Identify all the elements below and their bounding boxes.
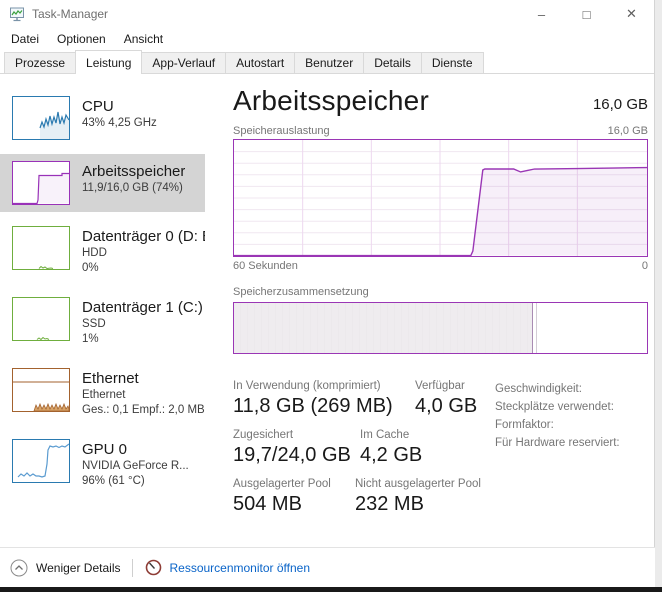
sidebar-item-gpu[interactable]: GPU 0 NVIDIA GeForce R... 96% (61 °C) xyxy=(0,432,205,496)
composition-divider xyxy=(536,303,538,353)
tab-bar: Prozesse Leistung App-Verlauf Autostart … xyxy=(0,50,654,74)
menu-bar: Datei Optionen Ansicht xyxy=(0,28,654,50)
stat-label-available: Verfügbar xyxy=(415,380,465,392)
memory-stats: In Verwendung (komprimiert) 11,8 GB (269… xyxy=(233,380,648,516)
stat-label-nonpaged-pool: Nicht ausgelagerter Pool xyxy=(355,478,481,490)
memory-mini-chart xyxy=(12,161,70,205)
sidebar-item-detail: NVIDIA GeForce R... xyxy=(82,460,189,472)
footer-bar: Weniger Details Ressourcenmonitor öffnen xyxy=(0,547,655,587)
performance-sidebar: CPU 43% 4,25 GHz Arbeitsspeicher 11,9/16… xyxy=(0,89,212,503)
stat-label-cached: Im Cache xyxy=(360,429,410,441)
tab-leistung[interactable]: Leistung xyxy=(75,50,143,74)
stat-label-in-use: In Verwendung (komprimiert) xyxy=(233,380,381,392)
hardware-info-labels: Geschwindigkeit: Steckplätze verwendet: … xyxy=(495,380,648,452)
info-slots-used: Steckplätze verwendet: xyxy=(495,401,614,413)
app-icon xyxy=(10,7,24,21)
info-form-factor: Formfaktor: xyxy=(495,419,554,431)
sidebar-item-label: Datenträger 1 (C:) xyxy=(82,299,203,316)
ethernet-mini-chart xyxy=(12,368,70,412)
composition-used-segment xyxy=(234,303,534,353)
stat-value-available: 4,0 GB xyxy=(415,395,478,417)
disk0-mini-chart xyxy=(12,226,70,270)
sidebar-item-detail: 0% xyxy=(82,262,99,274)
sidebar-item-disk0[interactable]: Datenträger 0 (D: E HDD 0% xyxy=(0,219,205,283)
stat-label-committed: Zugesichert xyxy=(233,429,294,441)
x-axis-left-label: 60 Sekunden xyxy=(233,260,298,272)
info-hw-reserved: Für Hardware reserviert: xyxy=(495,437,620,449)
sidebar-item-detail: Ethernet xyxy=(82,389,126,401)
title-bar: Task-Manager – □ ✕ xyxy=(0,0,654,28)
usage-chart-label: Speicherauslastung xyxy=(233,125,330,137)
sidebar-item-label: Datenträger 0 (D: E xyxy=(82,228,205,245)
composition-label: Speicherzusammensetzung xyxy=(233,286,369,298)
sidebar-item-ethernet[interactable]: Ethernet Ethernet Ges.: 0,1 Empf.: 2,0 M… xyxy=(0,361,205,425)
open-resource-monitor-link[interactable]: Ressourcenmonitor öffnen xyxy=(145,559,310,576)
menu-optionen[interactable]: Optionen xyxy=(57,32,106,46)
cpu-mini-chart xyxy=(12,96,70,140)
sidebar-item-detail: 96% (61 °C) xyxy=(82,475,145,487)
sidebar-item-detail: Ges.: 0,1 Empf.: 2,0 MBi xyxy=(82,404,205,416)
stat-value-committed: 19,7/24,0 GB xyxy=(233,444,351,466)
sidebar-item-label: GPU 0 xyxy=(82,441,128,458)
close-button[interactable]: ✕ xyxy=(626,6,637,21)
resource-monitor-icon xyxy=(146,559,162,576)
usage-chart-max: 16,0 GB xyxy=(607,125,648,137)
info-speed: Geschwindigkeit: xyxy=(495,383,582,395)
disk1-mini-chart xyxy=(12,297,70,341)
menu-ansicht[interactable]: Ansicht xyxy=(123,32,164,46)
sidebar-item-disk1[interactable]: Datenträger 1 (C:) SSD 1% xyxy=(0,290,205,354)
stat-value-paged-pool: 504 MB xyxy=(233,493,302,515)
tab-benutzer[interactable]: Benutzer xyxy=(294,52,365,73)
x-axis-right-label: 0 xyxy=(641,260,648,272)
stat-value-nonpaged-pool: 232 MB xyxy=(355,493,424,515)
sidebar-item-memory[interactable]: Arbeitsspeicher 11,9/16,0 GB (74%) xyxy=(0,154,205,212)
taskbar-edge xyxy=(0,587,662,592)
gpu-mini-chart xyxy=(12,439,70,483)
sidebar-item-detail: SSD xyxy=(82,318,106,330)
stat-label-paged-pool: Ausgelagerter Pool xyxy=(233,478,331,490)
minimize-button[interactable]: – xyxy=(537,6,546,22)
memory-usage-chart xyxy=(233,139,648,257)
sidebar-item-label: CPU xyxy=(82,98,114,115)
sidebar-item-detail: 11,9/16,0 GB (74%) xyxy=(82,182,183,194)
sidebar-item-label: Ethernet xyxy=(82,370,139,387)
tab-autostart[interactable]: Autostart xyxy=(225,52,296,73)
stat-value-cached: 4,2 GB xyxy=(360,444,423,466)
menu-datei[interactable]: Datei xyxy=(11,32,40,46)
tab-dienste[interactable]: Dienste xyxy=(420,52,484,73)
sidebar-item-detail: 1% xyxy=(82,333,99,345)
fewer-details-button[interactable]: Weniger Details xyxy=(10,559,120,577)
memory-composition-bar xyxy=(233,302,648,354)
stat-value-in-use: 11,8 GB (269 MB) xyxy=(233,395,393,417)
sidebar-item-detail: HDD xyxy=(82,247,107,259)
tab-app-verlauf[interactable]: App-Verlauf xyxy=(141,52,227,73)
page-title: Arbeitsspeicher xyxy=(233,85,429,116)
sidebar-item-cpu[interactable]: CPU 43% 4,25 GHz xyxy=(0,89,205,147)
maximize-button[interactable]: □ xyxy=(582,6,591,22)
chevron-up-icon xyxy=(10,559,28,576)
resource-monitor-label: Ressourcenmonitor öffnen xyxy=(169,560,311,575)
window-title: Task-Manager xyxy=(32,7,109,21)
tab-prozesse[interactable]: Prozesse xyxy=(4,52,77,73)
sidebar-item-label: Arbeitsspeicher xyxy=(82,163,186,180)
fewer-details-label: Weniger Details xyxy=(36,560,121,575)
memory-detail-panel: Arbeitsspeicher 16,0 GB Speicherauslastu… xyxy=(233,85,648,527)
tab-details[interactable]: Details xyxy=(363,52,422,73)
performance-pane: CPU 43% 4,25 GHz Arbeitsspeicher 11,9/16… xyxy=(0,75,654,547)
memory-total: 16,0 GB xyxy=(592,96,648,113)
footer-divider xyxy=(132,558,134,577)
sidebar-item-detail: 43% 4,25 GHz xyxy=(82,117,157,129)
